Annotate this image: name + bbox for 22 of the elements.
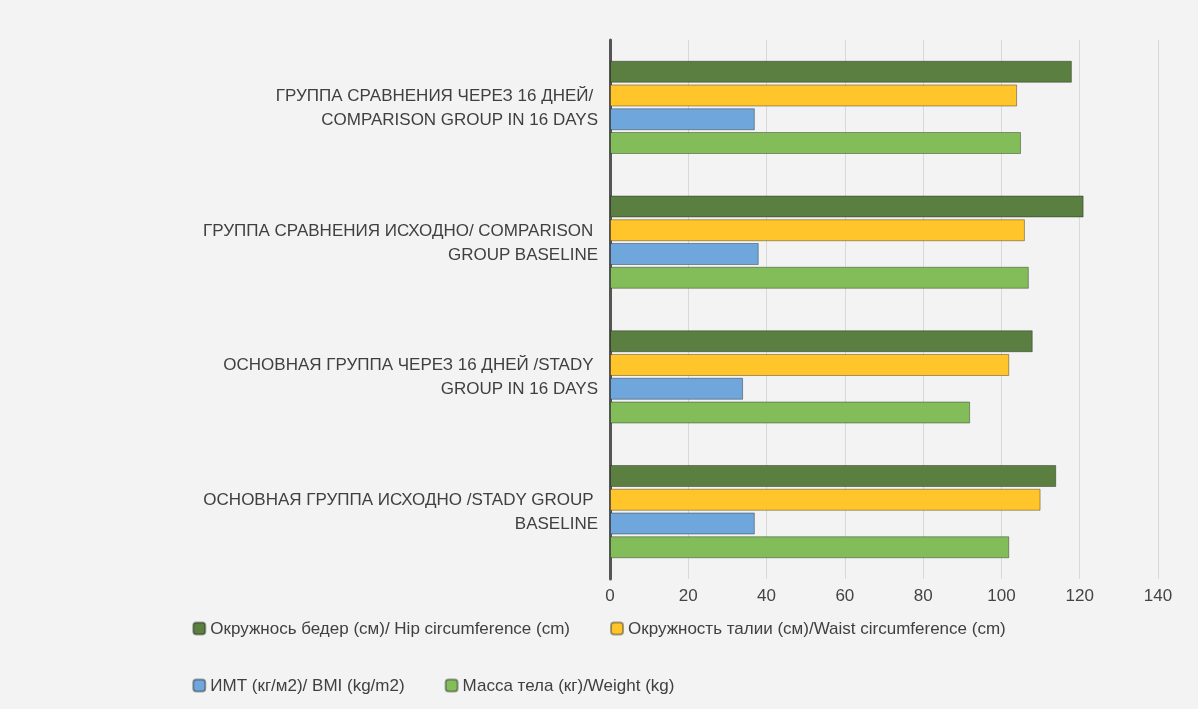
legend-label: Окружнось бедер (см)/ Hip circumference (cm) bbox=[210, 619, 571, 638]
y-tick-label: ОСНОВНАЯ ГРУППА ЧЕРЕЗ 16 ДНЕЙ /STADY GROUP IN 16 DAYS bbox=[223, 355, 598, 399]
bar bbox=[610, 354, 1010, 376]
bar bbox=[610, 330, 1033, 353]
legend-label: Масса тела (кг)/Weight (kg) bbox=[462, 676, 675, 695]
x-tick-label: 20 bbox=[678, 586, 698, 605]
legend-label: Окружность талии (см)/Waist circumference (cm) bbox=[628, 619, 1006, 638]
x-tick-label: 120 bbox=[1065, 586, 1094, 605]
legend-label: ИМТ (кг/м2)/ BMI (kg/m2) bbox=[210, 676, 405, 695]
bar bbox=[610, 464, 1057, 487]
x-tick-label: 140 bbox=[1143, 586, 1173, 605]
y-tick-label: ГРУППА СРАВНЕНИЯ ЧЕРЕЗ 16 ДНЕЙ/ COMPARISON GROUP IN 16 DAYS bbox=[275, 85, 598, 129]
x-tick-label: 80 bbox=[913, 586, 933, 605]
y-tick-label: ОСНОВНАЯ ГРУППА ИСХОДНО /STADY GROUP BASELINE bbox=[203, 490, 598, 534]
x-tick-label: 40 bbox=[757, 586, 777, 605]
x-tick-label: 0 bbox=[605, 586, 615, 605]
y-tick-label: ГРУППА СРАВНЕНИЯ ИСХОДНО/ COMPARISON GROUP BASELINE bbox=[202, 220, 598, 264]
x-tick-label: 60 bbox=[835, 586, 855, 605]
bar bbox=[610, 266, 1029, 289]
bar bbox=[610, 132, 1021, 155]
x-tick-label: 100 bbox=[987, 586, 1016, 605]
bar bbox=[610, 243, 759, 266]
